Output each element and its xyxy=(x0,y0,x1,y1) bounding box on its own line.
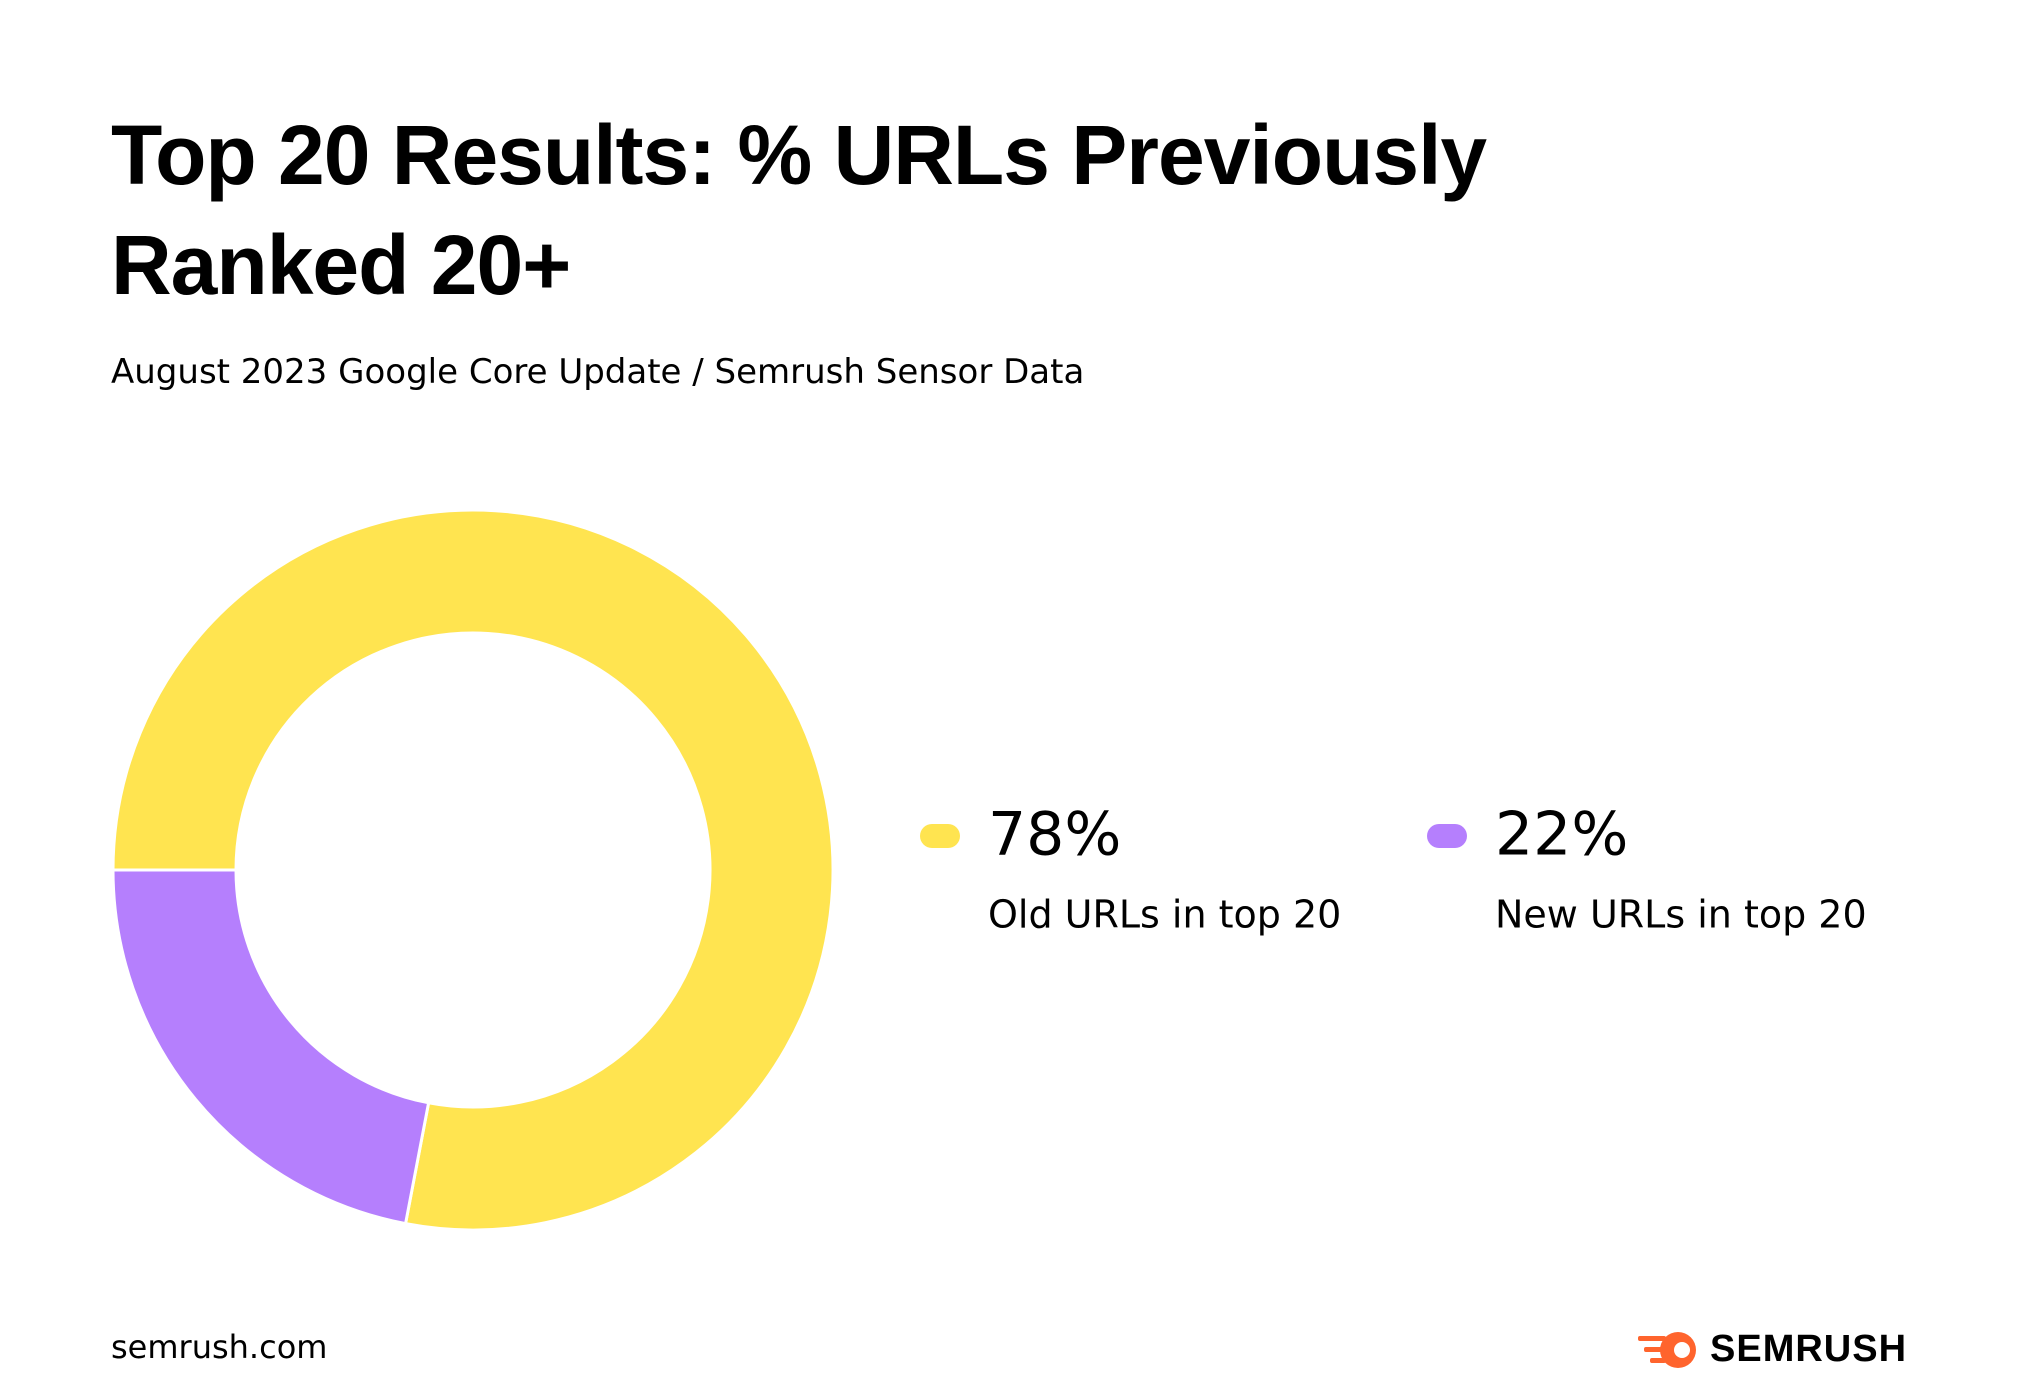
legend-label: Old URLs in top 20 xyxy=(988,893,1341,937)
legend-label: New URLs in top 20 xyxy=(1495,893,1867,937)
donut-slice xyxy=(111,868,431,1226)
chart-subtitle: August 2023 Google Core Update / Semrush… xyxy=(111,352,1085,392)
legend-value: 22% xyxy=(1495,800,1628,870)
logo-icon xyxy=(1644,1347,1666,1352)
logo-icon xyxy=(1638,1336,1666,1341)
brand-name: SEMRUSH xyxy=(1710,1328,1908,1370)
legend-swatch xyxy=(920,824,960,848)
legend-swatch xyxy=(1427,824,1467,848)
chart-title: Top 20 Results: % URLs Previously Ranked… xyxy=(111,108,1487,312)
footer-source: semrush.com xyxy=(111,1328,328,1366)
logo-icon xyxy=(1674,1342,1690,1358)
legend-value: 78% xyxy=(988,800,1121,870)
donut-slice xyxy=(111,508,835,1232)
logo-icon xyxy=(1650,1358,1666,1363)
brand-logo xyxy=(1638,1332,1696,1368)
chart: 78% Old URLs in top 20 22% New URLs in top … xyxy=(111,508,1867,1232)
